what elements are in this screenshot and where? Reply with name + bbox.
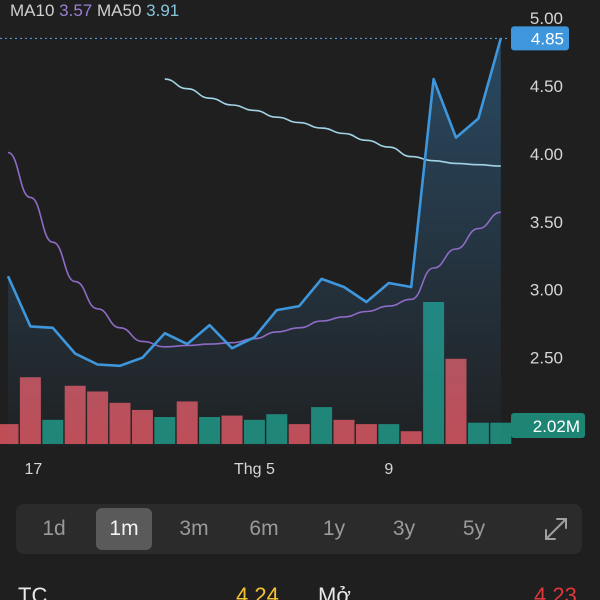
ma50-label: MA50 [96, 1, 142, 20]
price-tick-label: 3.00 [530, 281, 563, 300]
expand-arrows-icon[interactable] [540, 513, 572, 545]
timeframe-3y-button[interactable]: 3y [392, 517, 416, 540]
timeframe-1m-button[interactable]: 1m [96, 508, 152, 550]
price-area-fill [8, 38, 501, 447]
price-axis: 5.00 4.50 4.00 3.50 3.00 2.50 4.85 2.02M [511, 9, 585, 438]
timeframe-3m-button[interactable]: 3m [179, 517, 209, 540]
current-price-tag [511, 26, 569, 51]
volume-tag-label: 2.02M [533, 417, 580, 436]
quote-stats-row: TC 4.24 Mở 4.23 [0, 580, 600, 600]
ma50-value: 3.91 [146, 1, 180, 20]
ma50-line [164, 78, 501, 167]
ma-legend: MA10 3.57 MA50 3.91 [10, 1, 179, 21]
timeframe-1y-button[interactable]: 1y [322, 517, 346, 540]
reference-price-label: TC [18, 583, 48, 600]
reference-price-value: 4.24 [236, 583, 279, 600]
price-tick-label: 4.00 [530, 145, 563, 164]
ma10-value: 3.57 [59, 1, 93, 20]
timeframe-6m-button[interactable]: 6m [249, 517, 279, 540]
ma10-label: MA10 [10, 1, 55, 20]
price-line [6, 38, 503, 368]
price-area [8, 38, 501, 447]
date-tick-label: 17 [25, 461, 43, 478]
date-tick-label: 9 [384, 461, 393, 478]
date-axis: 17 Thg 5 9 [25, 461, 394, 478]
price-tick-label: 4.50 [530, 77, 563, 96]
price-tick-label: 5.00 [530, 9, 563, 28]
volume-tag [511, 413, 585, 438]
timeframe-selector: 1d 1m 3m 6m 1y 3y 5y [16, 504, 582, 554]
date-tick-label: Thg 5 [234, 461, 275, 478]
timeframe-1d-button[interactable]: 1d [42, 517, 66, 540]
open-price-value: 4.23 [534, 583, 577, 600]
current-price-tag-label: 4.85 [531, 29, 564, 48]
open-price-label: Mở [318, 583, 351, 600]
timeframe-5y-button[interactable]: 5y [462, 517, 486, 540]
indicator-lines [6, 38, 503, 368]
price-tick-label: 2.50 [530, 349, 563, 368]
price-chart[interactable]: 5.00 4.50 4.00 3.50 3.00 2.50 4.85 2.02M 17 Thg … [0, 0, 600, 490]
price-tick-label: 3.50 [530, 213, 563, 232]
